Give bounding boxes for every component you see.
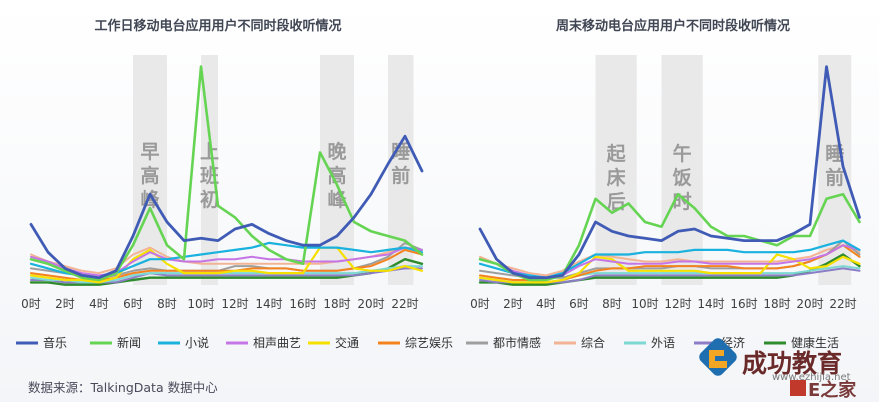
legend-item-外语: 外语 xyxy=(624,336,675,350)
weekday-x-tick: 12时 xyxy=(221,297,248,311)
weekend-series-综合 xyxy=(479,244,861,277)
watermark-main-text: 成功教育 xyxy=(742,349,842,378)
weekday-x-tick: 22时 xyxy=(391,297,418,311)
weekend-x-tick: 14时 xyxy=(697,297,724,311)
weekday-series-音乐 xyxy=(29,134,424,280)
watermark-url: www.ezhijia.net xyxy=(772,372,851,383)
weekend-band-1 xyxy=(661,55,703,285)
weekend-x-tick: 20时 xyxy=(796,297,823,311)
weekday-band-label-0: 早高峰 xyxy=(140,141,160,211)
legend-label: 音乐 xyxy=(43,335,67,350)
legend-item-综艺娱乐: 综艺娱乐 xyxy=(378,336,453,350)
legend-label: 外语 xyxy=(651,336,675,350)
weekend-x-tick: 8时 xyxy=(602,297,622,311)
legend-item-新闻: 新闻 xyxy=(90,335,141,350)
weekday-x-tick: 14时 xyxy=(255,297,282,311)
watermark-badge-icon xyxy=(790,380,806,396)
legend-label: 都市情感 xyxy=(493,335,541,350)
legend-label: 相声曲艺 xyxy=(253,336,301,350)
weekend-highlight-bands: 起床后 午饭时 睡前 xyxy=(595,55,852,285)
weekday-series-lines xyxy=(29,65,424,286)
legend-label: 综合 xyxy=(581,335,605,350)
weekend-band-0 xyxy=(595,55,637,285)
watermark-logo: 成功教育 www.ezhijia.net E之家 xyxy=(699,338,857,401)
source-note: 数据来源：TalkingData 数据中心 xyxy=(28,380,218,395)
weekend-x-axis-ticks: 0时 2时 4时 6时 8时 10时 12时 14时 16时 18时 20时 22时 xyxy=(470,297,856,311)
weekday-x-tick: 6时 xyxy=(123,297,143,311)
legend-label: 综艺娱乐 xyxy=(405,336,453,350)
weekday-series-相声曲艺 xyxy=(30,246,423,277)
weekday-x-tick: 16时 xyxy=(289,297,316,311)
weekday-x-tick: 20时 xyxy=(357,297,384,311)
weekend-x-tick: 18时 xyxy=(763,297,790,311)
weekend-band-label-0: 起床后 xyxy=(606,143,627,213)
legend-item-交通: 交通 xyxy=(308,335,359,350)
legend-item-都市情感: 都市情感 xyxy=(466,335,541,350)
weekend-chart-title: 周末移动电台应用用户不同时段收听情况 xyxy=(556,18,790,34)
weekend-x-tick: 22时 xyxy=(829,297,856,311)
weekend-x-tick: 16时 xyxy=(730,297,757,311)
weekend-x-tick: 4时 xyxy=(536,297,556,311)
weekday-x-tick: 4时 xyxy=(89,297,109,311)
weekend-chart: 周末移动电台应用用户不同时段收听情况 起床后 午饭时 睡前 0时 2时 4时 6时 8时 10… xyxy=(470,18,861,311)
weekday-x-tick: 2时 xyxy=(55,297,75,311)
weekend-x-tick: 0时 xyxy=(470,297,490,311)
weekday-series-新闻 xyxy=(29,65,424,282)
weekend-series-新闻 xyxy=(478,192,861,282)
weekday-x-tick: 8时 xyxy=(157,297,177,311)
watermark-emblem-icon xyxy=(699,338,737,376)
legend: 音乐 新闻 小说 相声曲艺 交通 综艺娱乐 都市情感 综合 外语 经济 健康生活 xyxy=(16,335,839,350)
legend-item-相声曲艺: 相声曲艺 xyxy=(226,336,301,350)
weekday-series-交通 xyxy=(29,246,424,284)
legend-item-健康生活: 健康生活 xyxy=(764,335,839,350)
legend-label: 交通 xyxy=(335,335,359,350)
legend-item-综合: 综合 xyxy=(554,335,605,350)
weekday-x-axis-ticks: 0时 2时 4时 6时 8时 10时 12时 14时 16时 18时 20时 22时 xyxy=(21,297,418,311)
legend-item-音乐: 音乐 xyxy=(16,335,67,350)
weekend-x-tick: 6时 xyxy=(569,297,589,311)
legend-label: 新闻 xyxy=(117,335,141,350)
weekday-chart-title: 工作日移动电台应用用户不同时段收听情况 xyxy=(94,18,341,34)
weekday-band-label-2: 晚高峰 xyxy=(327,140,347,211)
weekend-series-lines xyxy=(478,65,861,286)
weekend-band-label-1: 午饭时 xyxy=(672,142,692,213)
legend-item-小说: 小说 xyxy=(158,335,209,350)
weekday-x-tick: 10时 xyxy=(187,297,214,311)
weekend-x-tick: 2时 xyxy=(503,297,523,311)
weekend-series-音乐 xyxy=(478,65,861,280)
legend-label: 小说 xyxy=(185,335,209,350)
weekend-x-tick: 10时 xyxy=(631,297,658,311)
legend-label: 健康生活 xyxy=(791,335,839,350)
weekday-band-1 xyxy=(201,55,218,285)
weekday-x-tick: 0时 xyxy=(21,297,41,311)
watermark-sub-text: E之家 xyxy=(808,379,857,401)
weekend-band-label-2: 睡前 xyxy=(825,143,844,189)
weekend-x-tick: 12时 xyxy=(664,297,691,311)
weekday-band-label-3: 睡前 xyxy=(391,141,410,187)
weekday-x-tick: 18时 xyxy=(323,297,350,311)
